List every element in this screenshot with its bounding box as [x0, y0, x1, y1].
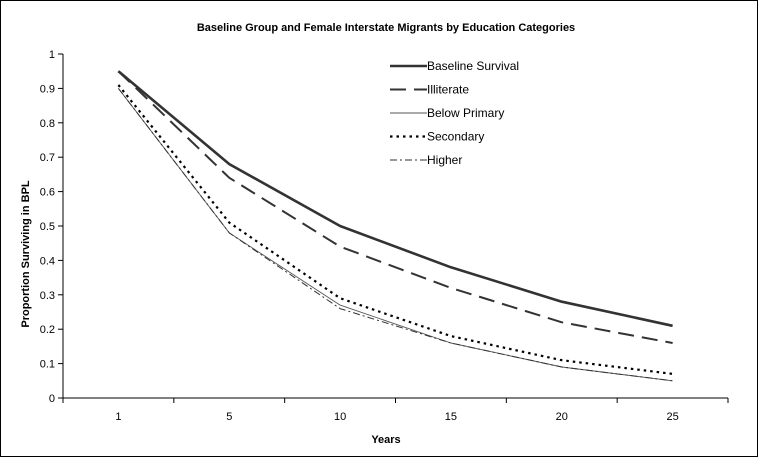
x-tick-label: 15 — [445, 411, 457, 423]
series-line-0 — [117, 70, 673, 328]
y-axis-title: Proportion Surviving in BPL — [20, 180, 32, 328]
y-tick-label: 0.2 — [40, 324, 55, 336]
chart-title: Baseline Group and Female Interstate Mig… — [197, 22, 575, 34]
y-tick-label: 0.3 — [40, 290, 55, 302]
x-tick-label: 5 — [226, 411, 232, 423]
series-line-4 — [118, 88, 673, 382]
y-tick-label: 0.8 — [40, 118, 55, 130]
legend-label: Below Primary — [427, 106, 504, 120]
legend-label: Baseline Survival — [427, 59, 519, 73]
y-tick-label: 0.6 — [40, 187, 55, 199]
x-axis-title: Years — [371, 434, 400, 446]
y-tick-label: 0.7 — [40, 152, 55, 164]
axes: 00.10.20.30.40.50.60.70.80.911 5 10 15 20 25 — [40, 49, 729, 423]
y-tick-label: 0.4 — [40, 255, 55, 267]
series-line-3 — [117, 84, 673, 375]
legend: Baseline Survival Illiterate Below Primary… — [390, 59, 519, 167]
x-tick-label: 25 — [666, 411, 678, 423]
x-tick-label: 10 — [334, 411, 346, 423]
legend-label: Illiterate — [427, 83, 469, 97]
y-tick-label: 0.1 — [40, 359, 55, 371]
y-tick-label: 0.9 — [40, 83, 55, 95]
series-layer — [117, 70, 673, 382]
legend-label: Secondary — [427, 130, 484, 144]
y-tick-label: 1 — [49, 49, 55, 61]
x-tick-label: 1 — [115, 411, 121, 423]
y-tick-label: 0 — [49, 393, 55, 405]
x-tick-label: 20 — [556, 411, 568, 423]
series-line-1 — [117, 70, 673, 344]
y-tick-label: 0.5 — [40, 221, 55, 233]
legend-label: Higher — [427, 153, 462, 167]
